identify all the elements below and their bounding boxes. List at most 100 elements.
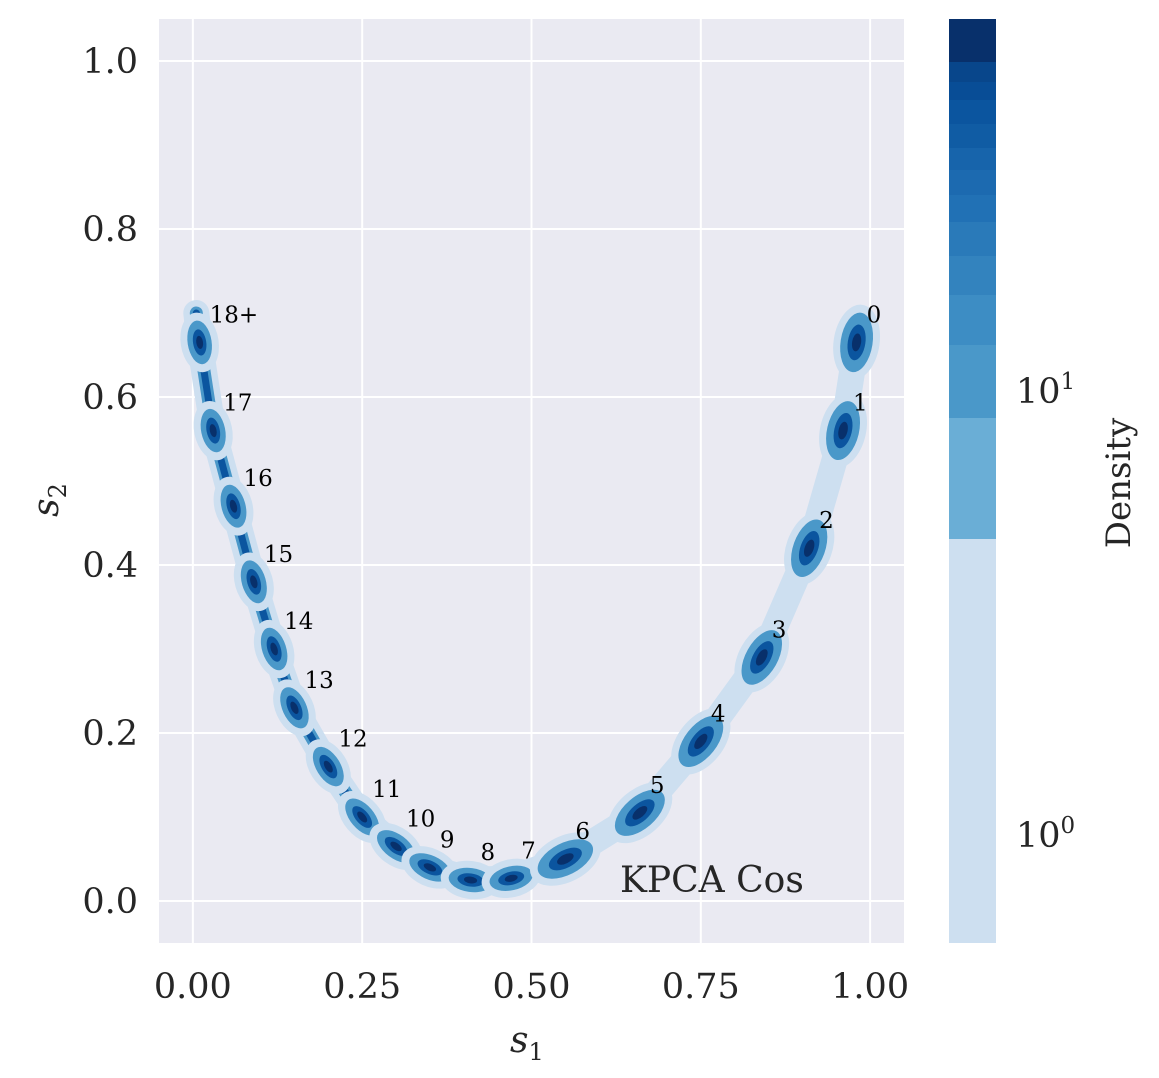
point-label-6: 6 xyxy=(575,819,590,845)
cluster-peak xyxy=(557,853,574,865)
cluster-peak xyxy=(694,733,708,750)
y-axis-label-sub: 2 xyxy=(44,483,72,498)
y-tick-label: 1.0 xyxy=(82,42,138,82)
y-tick-label: 0.6 xyxy=(82,378,138,418)
cluster-peak xyxy=(755,649,768,666)
density-cluster-18+ xyxy=(180,312,219,373)
point-label-4: 4 xyxy=(711,701,726,727)
x-tick-label: 0.25 xyxy=(323,967,401,1007)
point-label-18+: 18+ xyxy=(210,302,259,328)
point-label-15: 15 xyxy=(264,542,293,568)
point-label-12: 12 xyxy=(338,727,367,753)
colorbar-label: Density xyxy=(1099,417,1139,548)
density-clusters xyxy=(180,304,881,900)
cluster-peak xyxy=(209,424,217,438)
density-cluster-15 xyxy=(233,552,274,612)
colorbar-label-group: Density xyxy=(1099,417,1139,548)
y-axis-label: s2 xyxy=(26,483,72,517)
cluster-peak xyxy=(196,335,204,349)
point-label-1: 1 xyxy=(853,391,868,417)
density-cluster-4 xyxy=(671,708,731,775)
colorbar-tick-label: 101 xyxy=(1016,369,1075,412)
cluster-peak xyxy=(229,499,238,513)
y-axis-label-group: s2 xyxy=(26,483,72,517)
density-cluster-12 xyxy=(305,739,351,794)
cluster-peak xyxy=(357,811,368,823)
cluster-peak xyxy=(423,863,437,872)
cluster-peak xyxy=(290,701,299,714)
density-cluster-16 xyxy=(213,476,254,536)
y-tick-labels: 0.0 0.2 0.4 0.6 0.8 1.0 xyxy=(82,42,138,922)
colorbar-tick-base: 10 xyxy=(1016,816,1061,856)
y-tick-label: 0.8 xyxy=(82,210,138,250)
x-tick-label: 0.50 xyxy=(493,967,571,1007)
x-tick-label: 0.00 xyxy=(154,967,232,1007)
colorbar-tick-exp: 1 xyxy=(1061,369,1076,395)
grid-lines xyxy=(159,19,904,943)
x-tick-label: 0.75 xyxy=(662,967,740,1007)
colorbar-band xyxy=(949,222,996,256)
point-label-7: 7 xyxy=(521,838,536,864)
point-label-10: 10 xyxy=(406,806,435,832)
colorbar-band xyxy=(949,539,996,943)
point-label-3: 3 xyxy=(772,617,787,643)
point-label-17: 17 xyxy=(223,391,252,417)
cluster-peak xyxy=(323,760,333,773)
cluster-peak xyxy=(803,539,815,557)
cluster-peak xyxy=(270,642,278,656)
y-axis-label-base: s xyxy=(26,498,67,516)
cluster-peak xyxy=(504,874,518,882)
point-label-14: 14 xyxy=(284,609,313,635)
density-cluster-2 xyxy=(784,511,835,585)
colorbar-band xyxy=(949,256,996,295)
point-label-16: 16 xyxy=(244,466,273,492)
colorbar-band xyxy=(949,19,996,62)
x-axis-label-base: s xyxy=(510,1020,528,1061)
point-label-8: 8 xyxy=(481,840,496,866)
cluster-peak xyxy=(463,876,478,884)
point-label-11: 11 xyxy=(372,777,401,803)
colorbar-band xyxy=(949,82,996,100)
point-label-9: 9 xyxy=(440,827,455,853)
density-cluster-17 xyxy=(193,400,233,461)
density-cluster-14 xyxy=(253,619,295,679)
colorbar-band xyxy=(949,418,996,539)
colorbar-tick-exp: 0 xyxy=(1061,813,1076,839)
colorbar-band xyxy=(949,295,996,345)
cluster-peak xyxy=(838,421,848,440)
density-cluster-5 xyxy=(607,782,673,844)
point-label-2: 2 xyxy=(819,508,834,534)
point-label-13: 13 xyxy=(304,668,333,694)
x-tick-label: 1.00 xyxy=(831,967,909,1007)
colorbar-band xyxy=(949,62,996,82)
y-tick-label: 0.2 xyxy=(82,714,138,754)
density-cluster-0 xyxy=(833,304,881,381)
chart-annotation: KPCA Cos xyxy=(620,860,804,901)
y-tick-label: 0.0 xyxy=(82,882,138,922)
cluster-peak xyxy=(250,575,258,589)
density-cluster-6 xyxy=(529,832,601,886)
x-axis-label-sub: 1 xyxy=(528,1038,543,1066)
point-label-5: 5 xyxy=(650,773,665,799)
cluster-peak xyxy=(390,841,402,852)
density-cluster-13 xyxy=(273,679,316,737)
y-tick-label: 0.4 xyxy=(82,546,138,586)
colorbar-band xyxy=(949,100,996,124)
colorbar-band xyxy=(949,345,996,418)
x-tick-labels: 0.00 0.25 0.50 0.75 1.00 xyxy=(154,967,909,1007)
density-cluster-1 xyxy=(819,393,868,468)
colorbar-band xyxy=(949,195,996,222)
point-label-0: 0 xyxy=(867,302,882,328)
density-cluster-3 xyxy=(734,622,790,693)
x-axis-label: s1 xyxy=(510,1020,544,1066)
cluster-peak xyxy=(632,805,648,820)
colorbar-band xyxy=(949,170,996,195)
colorbar xyxy=(949,19,996,943)
colorbar-tick-label: 100 xyxy=(1016,813,1075,856)
colorbar-band xyxy=(949,148,996,170)
colorbar-tick-base: 10 xyxy=(1016,372,1061,412)
cluster-peak xyxy=(851,333,862,352)
